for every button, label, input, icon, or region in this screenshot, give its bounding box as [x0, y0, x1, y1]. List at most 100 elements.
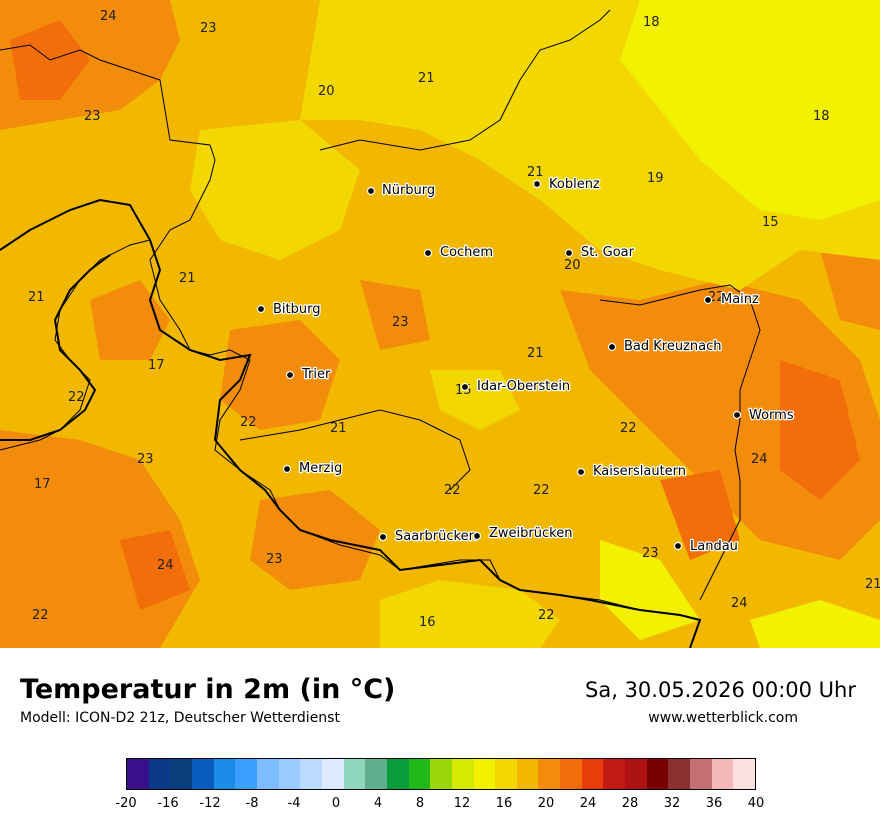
city-dot: [564, 248, 574, 258]
temp-value: 20: [318, 84, 335, 99]
city-label-cochem: Cochem: [440, 245, 493, 260]
legend-swatch: [170, 759, 192, 789]
legend-swatch: [625, 759, 647, 789]
temp-value: 21: [865, 577, 880, 592]
temp-value: 22: [708, 290, 725, 305]
city-dot: [673, 541, 683, 551]
map-title: Temperatur in 2m (in °C): [20, 674, 396, 705]
city-label-merzig: Merzig: [299, 461, 342, 476]
city-label-bitburg: Bitburg: [273, 302, 321, 317]
legend-swatch: [300, 759, 322, 789]
city-dot: [532, 179, 542, 189]
legend-swatch: [321, 759, 344, 789]
legend-swatch: [538, 759, 561, 789]
temp-value: 23: [84, 109, 101, 124]
city-label-bad-kreuznach: Bad Kreuznach: [624, 339, 722, 354]
legend-tick-label: 40: [747, 796, 765, 811]
city-label-koblenz: Koblenz: [549, 177, 600, 192]
temp-value: 20: [564, 258, 581, 273]
temp-value: 21: [527, 165, 544, 180]
temp-value: 23: [642, 546, 659, 561]
temp-field-hot-zones: [10, 20, 860, 610]
legend-swatch: [408, 759, 431, 789]
city-label-zweibruecken: Zweibrücken: [489, 526, 572, 541]
temp-value: 22: [620, 421, 637, 436]
legend-swatch: [430, 759, 452, 789]
temp-value: 23: [266, 552, 283, 567]
temp-value: 22: [538, 608, 555, 623]
map-footer: Temperatur in 2m (in °C) Modell: ICON-D2…: [0, 648, 880, 830]
temp-value: 18: [643, 15, 660, 30]
legend-swatch: [235, 759, 257, 789]
legend-swatch: [386, 759, 409, 789]
legend-swatch: [495, 759, 517, 789]
legend-tick-label: -8: [245, 796, 259, 811]
legend-tick-label: -20: [115, 796, 137, 811]
country-borders: [0, 198, 702, 648]
legend-tick-label: 32: [663, 796, 681, 811]
temp-value: 15: [762, 215, 779, 230]
temp-value: 21: [28, 290, 45, 305]
temp-value: 24: [100, 9, 117, 24]
temp-value: 22: [240, 415, 257, 430]
temp-value: 21: [418, 71, 435, 86]
legend-swatch: [603, 759, 626, 789]
legend-swatch: [148, 759, 171, 789]
city-dot: [460, 382, 470, 392]
legend-swatch: [560, 759, 582, 789]
city-label-trier: Trier: [301, 367, 331, 382]
legend-tick-label: 20: [537, 796, 555, 811]
legend-tick-label: 24: [579, 796, 597, 811]
city-dot: [732, 410, 742, 420]
temp-value: 22: [533, 483, 550, 498]
temperature-map-canvas: 24 23 18 21 20 23 18 21 19 15 20 21 21 2…: [0, 0, 880, 648]
legend-swatch: [516, 759, 539, 789]
temp-value: 22: [444, 483, 461, 498]
legend-tick-label: 28: [621, 796, 639, 811]
city-dot: [472, 531, 482, 541]
city-dot: [285, 370, 295, 380]
temperature-values: 24 23 18 21 20 23 18 21 19 15 20 21 21 2…: [28, 9, 880, 630]
temp-value: 18: [813, 109, 830, 124]
city-dot: [576, 467, 586, 477]
legend-swatch: [581, 759, 604, 789]
city-label-saarbruecken: Saarbrücken: [395, 529, 477, 544]
city-markers: Nürburg Koblenz Cochem St. Goar Bitburg …: [256, 176, 795, 555]
source-url: www.wetterblick.com: [648, 710, 798, 726]
legend-swatch: [127, 759, 149, 789]
city-label-landau: Landau: [690, 539, 738, 554]
legend-swatch: [213, 759, 236, 789]
city-label-nuerburg: Nürburg: [382, 183, 435, 198]
legend-tick-label: 16: [495, 796, 513, 811]
temp-value: 23: [392, 315, 409, 330]
legend-swatch: [451, 759, 474, 789]
legend-tick-label: 12: [453, 796, 471, 811]
legend-swatch: [646, 759, 669, 789]
legend-tick-label: -12: [199, 796, 221, 811]
city-dot: [282, 464, 292, 474]
temp-value: 23: [200, 21, 217, 36]
city-label-kaiserslautern: Kaiserslautern: [593, 464, 686, 479]
temp-value: 22: [68, 390, 85, 405]
city-dot: [703, 295, 713, 305]
legend-tick-label: 4: [373, 796, 383, 811]
legend-swatch: [690, 759, 712, 789]
legend-tick-label: -16: [157, 796, 179, 811]
legend-tick-label: 8: [415, 796, 425, 811]
temp-value: 21: [527, 346, 544, 361]
city-label-mainz: Mainz: [721, 292, 759, 307]
city-label-worms: Worms: [749, 408, 794, 423]
city-dot: [366, 186, 376, 196]
temp-value: 24: [731, 596, 748, 611]
temp-value: 19: [647, 171, 664, 186]
forecast-datetime: Sa, 30.05.2026 00:00 Uhr: [585, 678, 856, 702]
temp-value: 22: [32, 608, 49, 623]
legend-swatch: [343, 759, 366, 789]
legend-swatch: [733, 759, 756, 789]
temp-value: 16: [419, 615, 436, 630]
city-label-idar-oberstein: Idar-Oberstein: [477, 379, 570, 394]
city-label-st-goar: St. Goar: [581, 245, 635, 260]
legend-swatch: [365, 759, 387, 789]
temp-value: 24: [751, 452, 768, 467]
model-info: Modell: ICON-D2 21z, Deutscher Wetterdie…: [20, 710, 340, 726]
